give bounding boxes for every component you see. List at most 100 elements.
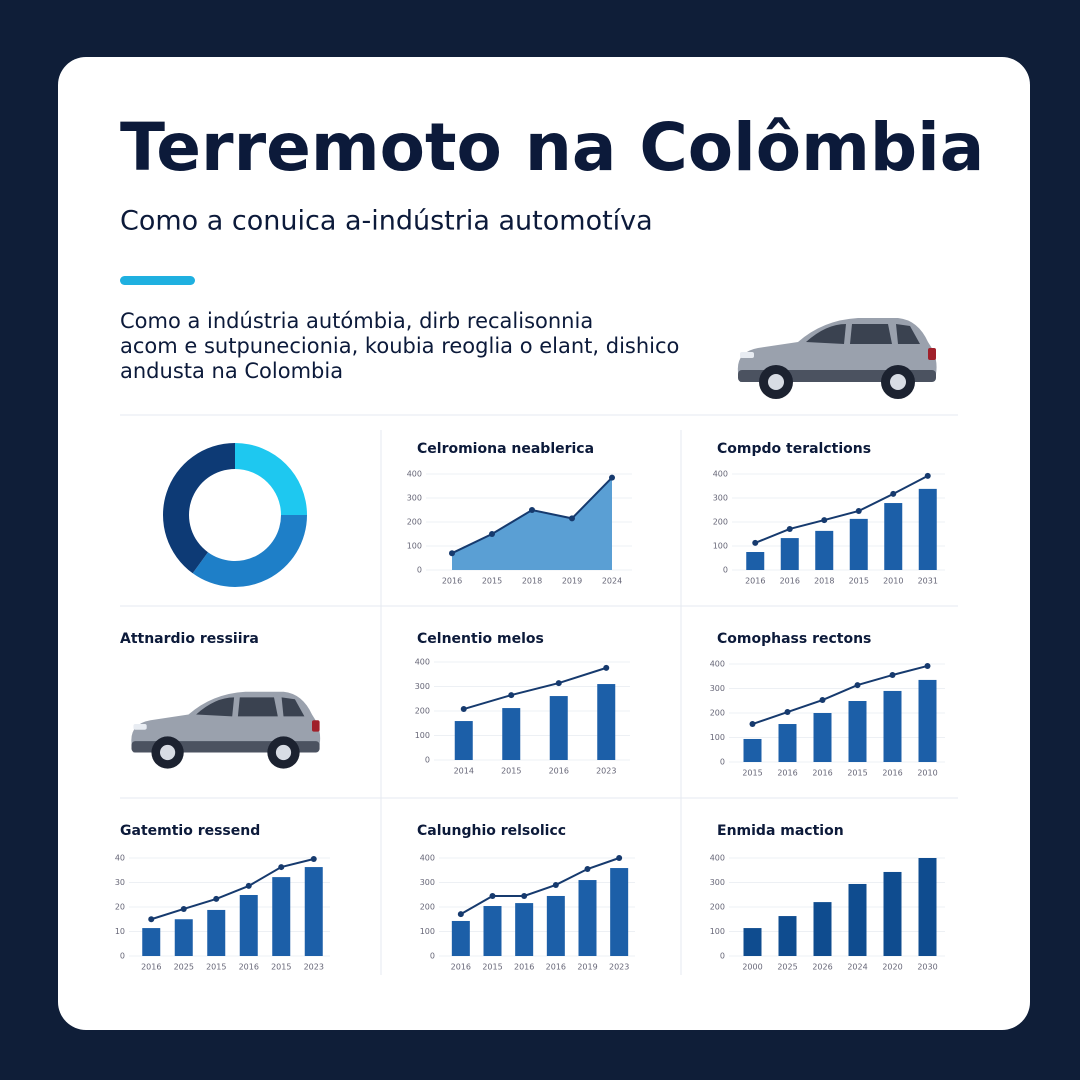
x-tick-label: 2016 — [442, 577, 462, 586]
donut-segment — [235, 443, 307, 515]
x-tick-label: 2016 — [745, 577, 765, 586]
bar — [610, 868, 629, 956]
y-tick-label: 0 — [723, 566, 728, 575]
y-tick-label: 300 — [713, 494, 728, 503]
panel-title: Attnardio ressiira — [120, 631, 259, 647]
x-tick-label: 2025 — [174, 963, 194, 972]
y-tick-label: 200 — [407, 518, 422, 527]
y-tick-label: 300 — [420, 878, 435, 887]
bar — [815, 530, 834, 570]
y-tick-label: 20 — [115, 903, 125, 912]
chart-title: Compdo teralctions — [717, 441, 871, 457]
bar — [883, 690, 902, 762]
chart-title: Comophass rectons — [717, 631, 871, 647]
y-tick-label: 100 — [407, 542, 422, 551]
x-tick-label: 2020 — [882, 963, 902, 972]
bar — [778, 916, 797, 956]
y-tick-label: 400 — [407, 470, 422, 479]
x-tick-label: 2010 — [883, 577, 903, 586]
bar — [451, 920, 470, 956]
point — [609, 474, 615, 481]
y-tick-label: 100 — [420, 927, 435, 936]
y-tick-label: 40 — [115, 854, 125, 863]
x-tick-label: 2015 — [501, 767, 521, 776]
point — [819, 697, 826, 704]
y-tick-label: 200 — [713, 518, 728, 527]
point — [924, 662, 931, 669]
x-tick-label: 2016 — [777, 769, 797, 778]
x-tick-label: 2024 — [847, 963, 867, 972]
bar — [239, 894, 258, 956]
donut-segment — [192, 515, 307, 587]
x-tick-label: 2031 — [918, 577, 938, 586]
y-tick-label: 300 — [710, 684, 725, 693]
point — [148, 916, 155, 923]
chart-title: Calunghio relsolicc — [417, 823, 566, 839]
x-tick-label: 2030 — [917, 963, 937, 972]
x-tick-label: 2016 — [812, 769, 832, 778]
x-tick-label: 2023 — [596, 767, 616, 776]
x-tick-label: 2016 — [780, 577, 800, 586]
point — [529, 507, 535, 513]
x-tick-label: 2015 — [482, 577, 502, 586]
x-tick-label: 2019 — [562, 577, 582, 586]
x-tick-label: 2018 — [814, 577, 834, 586]
point — [449, 550, 455, 557]
y-tick-label: 300 — [415, 682, 430, 691]
y-tick-label: 400 — [713, 470, 728, 479]
y-tick-label: 200 — [710, 709, 725, 718]
line — [460, 857, 620, 915]
x-tick-label: 2015 — [271, 963, 291, 972]
line — [754, 475, 929, 544]
point — [616, 855, 623, 861]
bar — [597, 684, 616, 760]
bar — [483, 906, 502, 956]
bar — [207, 909, 226, 956]
title: Terremoto na Colômbia — [120, 109, 984, 186]
paragraph-line: andusta na Colombia — [120, 359, 343, 383]
bar — [884, 503, 903, 570]
point — [569, 515, 575, 522]
bar — [918, 858, 937, 956]
bar — [174, 919, 193, 956]
y-tick-label: 400 — [415, 658, 430, 667]
accent-bar — [120, 276, 195, 285]
point — [924, 472, 931, 479]
chart-title: Celromiona neablerica — [417, 441, 594, 457]
y-tick-label: 0 — [425, 756, 430, 765]
point — [786, 525, 793, 532]
line — [150, 858, 314, 921]
paragraph-line: Como a indústria autómbia, dirb recaliso… — [120, 309, 593, 333]
y-tick-label: 300 — [710, 878, 725, 887]
x-tick-label: 2016 — [549, 767, 569, 776]
bar — [304, 867, 323, 956]
point — [889, 672, 896, 679]
y-tick-label: 0 — [120, 952, 125, 961]
point — [457, 911, 464, 918]
bar — [515, 903, 534, 956]
y-tick-label: 400 — [420, 854, 435, 863]
x-tick-label: 2015 — [849, 577, 869, 586]
line — [752, 664, 928, 725]
donut-segment — [163, 443, 235, 574]
bar — [743, 738, 762, 762]
x-tick-label: 2016 — [451, 963, 471, 972]
x-tick-label: 2016 — [882, 769, 902, 778]
point — [521, 892, 528, 899]
x-tick-label: 2018 — [522, 577, 542, 586]
x-tick-label: 2010 — [917, 769, 937, 778]
x-tick-label: 2016 — [514, 963, 534, 972]
bar — [883, 871, 902, 956]
y-tick-label: 100 — [415, 731, 430, 740]
point — [855, 507, 862, 514]
point — [555, 680, 562, 687]
bar — [918, 679, 937, 762]
y-tick-label: 10 — [115, 927, 125, 936]
bar — [918, 488, 937, 570]
y-tick-label: 100 — [710, 927, 725, 936]
y-tick-label: 100 — [710, 733, 725, 742]
chart-title: Enmida maction — [717, 823, 844, 839]
point — [584, 866, 591, 873]
x-tick-label: 2024 — [602, 577, 622, 586]
